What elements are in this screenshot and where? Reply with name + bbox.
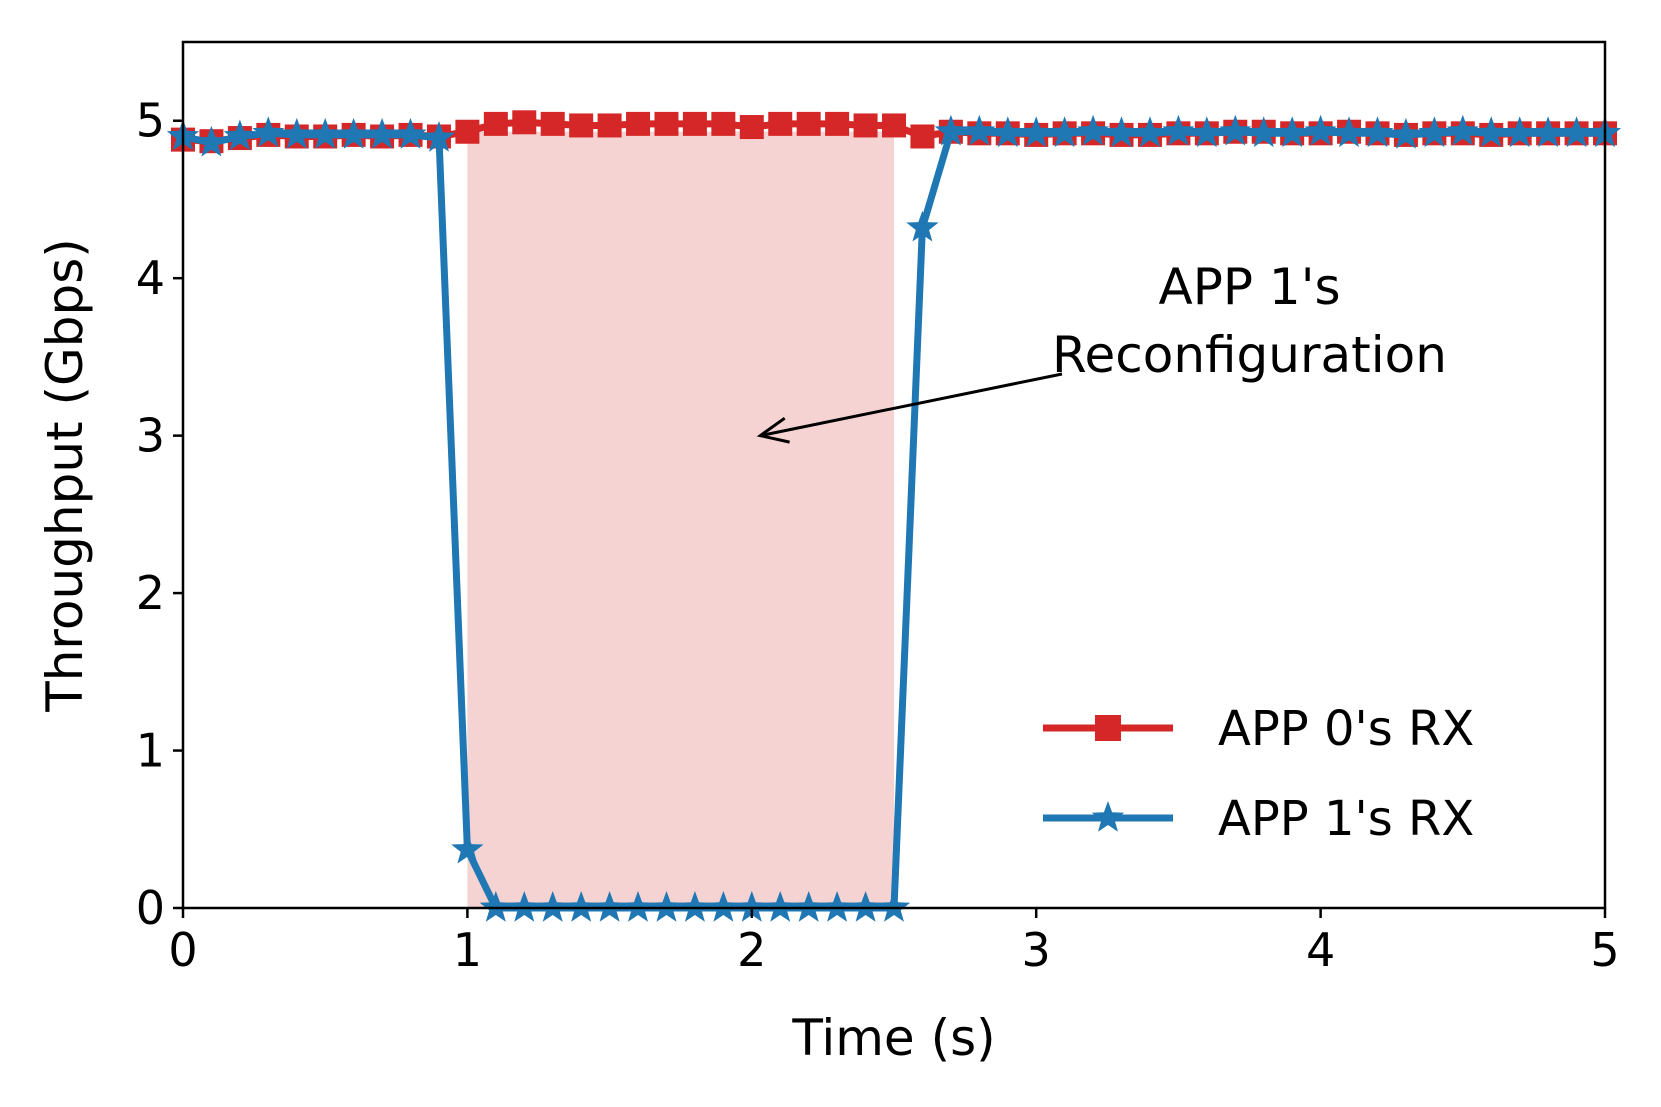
legend-items: APP 0's RX APP 1's RX — [1043, 701, 1474, 847]
data-point — [882, 113, 906, 138]
data-point — [309, 117, 342, 149]
data-point — [735, 891, 768, 922]
data-point — [1048, 116, 1081, 148]
data-point — [1133, 116, 1167, 148]
data-point — [1361, 116, 1394, 148]
data-point — [1389, 117, 1423, 149]
data-point — [654, 111, 679, 136]
data-point — [422, 121, 456, 152]
legend-item: APP 1's RX — [1043, 791, 1474, 847]
data-point — [593, 891, 626, 922]
y-axis-label: Throughput (Gbps) — [36, 238, 94, 713]
x-tick-label: 3 — [1022, 923, 1051, 977]
data-point — [569, 113, 594, 138]
data-point — [849, 891, 882, 922]
data-point — [877, 891, 911, 922]
data-point — [483, 111, 508, 136]
shaded-region — [467, 131, 894, 908]
data-point — [764, 891, 797, 922]
legend: APP 0's RX APP 1's RX — [1030, 690, 1590, 890]
data-point — [678, 891, 712, 922]
data-point — [1475, 116, 1508, 148]
data-point — [1076, 114, 1110, 146]
data-point — [1418, 116, 1451, 148]
data-point — [280, 117, 313, 149]
data-point — [934, 114, 967, 146]
data-point — [768, 111, 793, 136]
data-point — [1276, 116, 1309, 148]
data-point — [621, 891, 655, 922]
data-point — [597, 113, 622, 138]
data-point — [991, 116, 1024, 148]
data-point — [1105, 116, 1138, 148]
shaded-region-layer — [467, 131, 894, 908]
legend-label: APP 0's RX — [1218, 701, 1474, 757]
data-point — [451, 832, 484, 864]
annotation-arrow — [760, 372, 1063, 438]
data-point — [792, 891, 825, 922]
data-point — [1532, 116, 1565, 148]
x-tick-label: 2 — [737, 923, 766, 977]
data-point — [1219, 114, 1252, 146]
data-point — [650, 891, 683, 922]
annotation-line-2: Reconfiguration — [1052, 326, 1447, 384]
data-point — [825, 111, 850, 136]
y-tick-label: 5 — [136, 94, 165, 148]
data-point — [963, 114, 996, 146]
data-point — [626, 111, 651, 136]
data-point — [1503, 116, 1536, 148]
data-point — [455, 119, 480, 144]
legend-label: APP 1's RX — [1218, 791, 1474, 847]
data-point — [508, 891, 541, 922]
y-tick-label: 2 — [136, 566, 165, 620]
y-tick-label: 0 — [136, 881, 165, 935]
x-tick-label: 1 — [453, 923, 482, 977]
data-point — [1162, 114, 1195, 146]
annotation-arrow-head — [756, 416, 790, 444]
x-axis-label: Time (s) — [791, 1009, 995, 1067]
x-tick-label: 5 — [1590, 923, 1619, 977]
data-point — [540, 111, 565, 136]
data-point — [1560, 116, 1593, 148]
data-point — [711, 111, 736, 136]
legend-marker — [1091, 801, 1125, 832]
data-point — [796, 111, 821, 136]
data-point — [394, 117, 427, 149]
annotation: APP 1's Reconfiguration — [756, 258, 1447, 444]
data-point — [1190, 116, 1223, 148]
data-point — [1304, 114, 1337, 146]
plot-frame — [181, 40, 1607, 910]
legend-item: APP 0's RX — [1043, 701, 1474, 757]
data-point — [223, 119, 256, 151]
data-point — [365, 117, 399, 149]
annotation-line-1: APP 1's — [1158, 258, 1340, 316]
data-point — [479, 891, 512, 922]
data-point — [512, 110, 537, 135]
data-point — [1332, 116, 1366, 148]
data-point — [853, 113, 878, 138]
x-tick-label: 4 — [1306, 923, 1335, 977]
data-point — [565, 891, 598, 922]
data-point — [1446, 114, 1479, 146]
y-tick-label: 4 — [136, 251, 165, 305]
legend-marker — [1095, 715, 1121, 741]
data-point — [682, 111, 707, 136]
data-point — [910, 124, 935, 149]
x-tick-label: 0 — [168, 923, 197, 977]
data-point — [707, 891, 740, 922]
y-tick-label: 3 — [136, 409, 165, 463]
data-point — [195, 125, 228, 157]
y-tick-label: 1 — [136, 724, 165, 778]
data-point — [1247, 116, 1280, 148]
data-point — [906, 210, 939, 242]
data-point — [536, 891, 569, 922]
data-point — [1020, 116, 1053, 148]
legend-box — [1030, 690, 1590, 890]
data-point — [337, 117, 370, 149]
ticks-layer: 0 1 2 3 4 5 0 1 2 3 4 5 — [136, 94, 1620, 977]
data-point — [252, 116, 285, 148]
data-point — [739, 115, 764, 140]
data-point — [821, 891, 854, 922]
